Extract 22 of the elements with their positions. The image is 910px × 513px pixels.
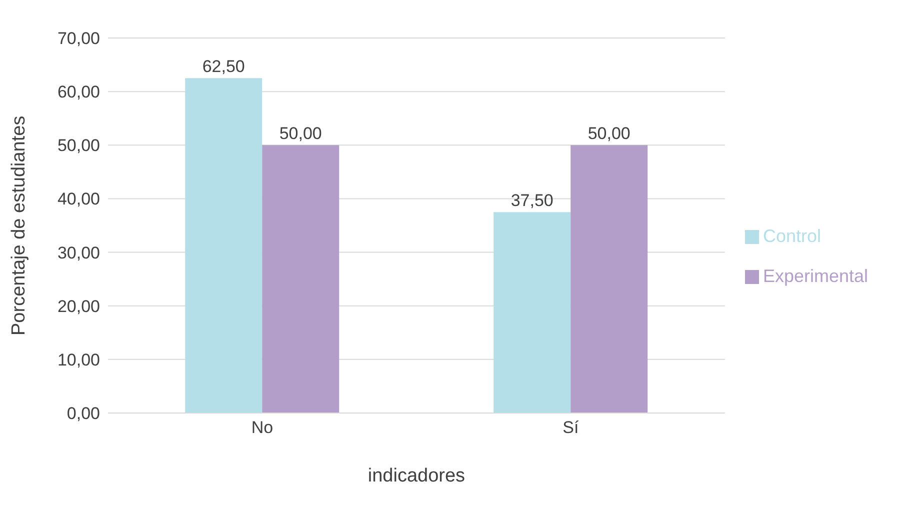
- y-tick-label: 0,00: [66, 404, 100, 424]
- y-tick-label: 30,00: [57, 243, 100, 262]
- x-axis-title: indicadores: [368, 465, 466, 486]
- bar: [570, 145, 648, 413]
- y-tick-label: 50,00: [57, 136, 100, 156]
- legend-label: Control: [762, 226, 821, 246]
- bar: [494, 212, 571, 413]
- data-label: 50,00: [588, 124, 630, 144]
- y-tick-label: 10,00: [57, 350, 100, 370]
- y-tick-label: 70,00: [57, 29, 100, 48]
- data-label: 62,50: [202, 57, 245, 76]
- y-tick-label: 40,00: [57, 190, 100, 209]
- y-tick-label: 60,00: [57, 82, 100, 102]
- y-tick-label: 20,00: [57, 296, 100, 316]
- bar: [185, 78, 262, 413]
- y-axis-title: Porcentaje de estudiantes: [8, 116, 30, 336]
- x-tick-label: Sí: [562, 418, 580, 438]
- data-label: 37,50: [510, 191, 554, 210]
- x-tick-label: No: [251, 418, 274, 438]
- bar: [262, 145, 340, 413]
- data-label: 50,00: [279, 124, 322, 144]
- legend-label: Experimental: [762, 266, 868, 286]
